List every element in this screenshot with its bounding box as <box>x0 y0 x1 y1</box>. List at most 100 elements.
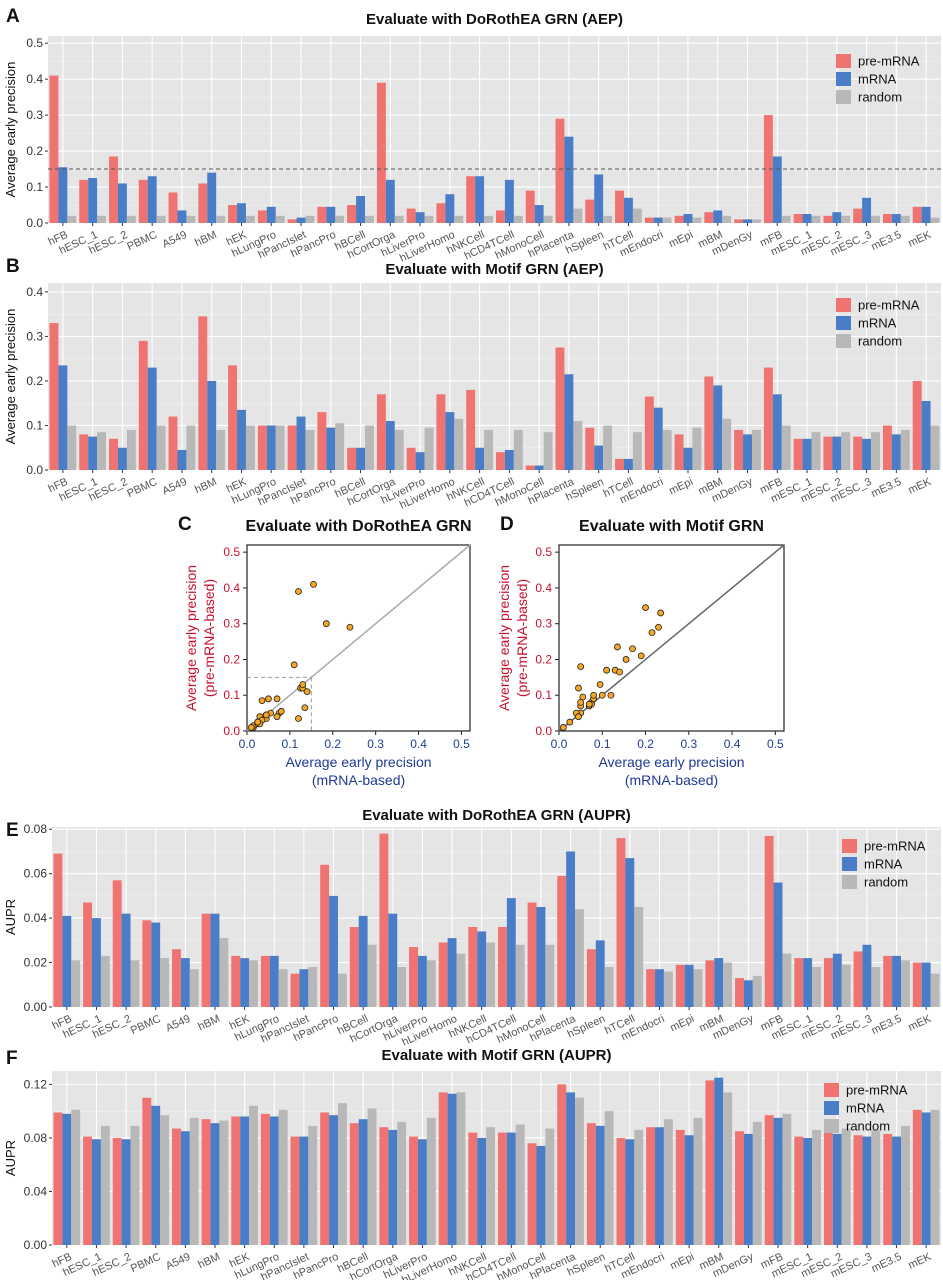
bar-mrna <box>802 438 812 470</box>
scatter-point <box>265 695 272 703</box>
bar-pre-mrna <box>497 927 507 1007</box>
y-axis-label: Average early precision <box>183 565 199 711</box>
x-tick-label: 0.5 <box>767 737 784 751</box>
y-axis-label: Average early precision <box>496 565 512 711</box>
bar-pre-mrna <box>495 452 505 470</box>
bar-random <box>545 1128 555 1245</box>
bar-mrna <box>62 915 72 1007</box>
bar-random <box>545 944 555 1007</box>
bar-mrna <box>475 176 485 223</box>
bar-pre-mrna <box>376 82 386 223</box>
bar-mrna <box>564 136 574 223</box>
bar-pre-mrna <box>142 920 152 1007</box>
bar-random <box>930 217 940 223</box>
bar-mrna <box>266 425 276 470</box>
bar-mrna <box>595 1125 605 1245</box>
bar-random <box>575 909 584 1007</box>
bar-mrna <box>772 156 782 223</box>
scatter-point <box>290 661 298 669</box>
x-tick-label: hBM <box>196 1251 222 1271</box>
bar-random <box>126 215 136 223</box>
bar-mrna <box>329 1115 338 1245</box>
bar-random <box>575 1097 584 1245</box>
scatter-point <box>346 623 354 631</box>
legend-swatch <box>836 90 851 104</box>
panel-label: E <box>6 820 19 841</box>
bar-pre-mrna <box>644 396 654 470</box>
bar-random <box>275 425 285 470</box>
bar-mrna <box>177 449 187 470</box>
bar-random <box>160 1115 170 1245</box>
bar-pre-mrna <box>168 192 178 223</box>
bar-pre-mrna <box>406 447 416 470</box>
bar-random <box>812 967 821 1007</box>
bar-mrna <box>862 1136 872 1245</box>
x-tick-label: hBM <box>196 1013 222 1033</box>
bar-mrna <box>180 1131 190 1245</box>
scatter-point <box>301 704 309 712</box>
bar-mrna <box>147 176 157 223</box>
bar-pre-mrna <box>347 205 357 223</box>
legend-swatch <box>824 1119 839 1133</box>
x-tick-label: mEpi <box>668 1013 696 1034</box>
bar-random <box>67 425 77 470</box>
bar-random <box>454 418 464 470</box>
bar-mrna <box>58 167 68 223</box>
bar-mrna <box>445 194 455 223</box>
bar-random <box>632 208 642 223</box>
chart-title: Evaluate with DoRothEA GRN <box>245 518 471 535</box>
bar-random <box>308 967 318 1007</box>
chart-title: Evaluate with Motif GRN (AEP) <box>385 261 603 278</box>
bar-random <box>515 944 525 1007</box>
bar-random <box>543 215 553 223</box>
legend-swatch <box>836 334 851 348</box>
bar-pre-mrna <box>586 1123 596 1245</box>
bar-mrna <box>713 385 723 470</box>
bar-mrna <box>743 1133 753 1245</box>
bar-mrna <box>299 1136 309 1245</box>
bar-mrna <box>564 374 574 470</box>
bar-pre-mrna <box>49 75 59 223</box>
bar-pre-mrna <box>231 1116 241 1245</box>
scatter-point <box>622 656 630 663</box>
bar-mrna <box>356 196 366 223</box>
scatter-point <box>657 609 665 617</box>
bar-pre-mrna <box>674 434 684 470</box>
bar-pre-mrna <box>436 203 446 223</box>
bar-pre-mrna <box>883 955 893 1007</box>
bar-pre-mrna <box>406 208 416 223</box>
bar-random <box>900 960 910 1007</box>
bar-random <box>335 215 345 223</box>
x-tick-label: hBM <box>193 476 219 496</box>
bar-pre-mrna <box>320 1112 330 1245</box>
bar-random <box>100 955 110 1007</box>
bar-random <box>662 217 672 223</box>
y-tick-label: 0.1 <box>535 688 552 702</box>
scatter-point <box>273 695 281 703</box>
bar-mrna <box>772 394 782 470</box>
bar-random <box>424 215 434 223</box>
bar-pre-mrna <box>317 206 327 223</box>
bar-random <box>603 425 613 470</box>
bar-pre-mrna <box>112 1137 122 1245</box>
scatter-point <box>258 697 266 704</box>
bar-mrna <box>862 438 872 470</box>
bar-random <box>186 215 196 223</box>
bar-mrna <box>743 219 752 223</box>
bar-pre-mrna <box>853 208 863 223</box>
bar-pre-mrna <box>287 425 297 470</box>
y-axis-label: AUPR <box>3 1140 18 1176</box>
legend-swatch <box>824 1083 839 1097</box>
bar-pre-mrna <box>557 875 567 1007</box>
bar-mrna <box>832 953 842 1007</box>
y-tick-label: 0.04 <box>24 911 48 925</box>
bar-mrna <box>237 409 246 470</box>
bar-pre-mrna <box>675 1129 685 1245</box>
bar-mrna <box>623 458 633 470</box>
y-axis-label: (pre-mRNA-based) <box>514 579 530 697</box>
legend-label: random <box>864 875 908 890</box>
bar-mrna <box>504 179 514 223</box>
bar-pre-mrna <box>793 438 803 470</box>
scatter-point <box>590 691 598 699</box>
x-tick-label: PBMC <box>125 476 159 500</box>
